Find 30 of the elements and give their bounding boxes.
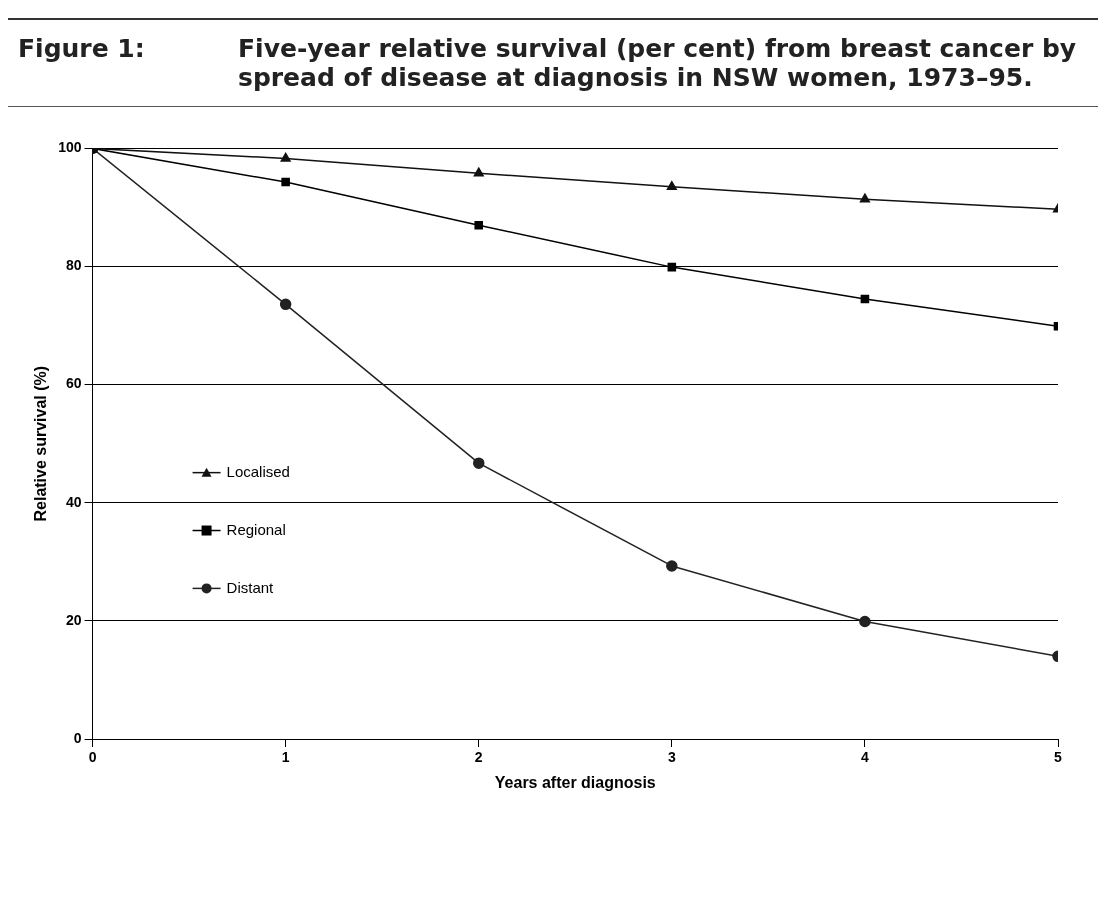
y-tick-label: 100 — [58, 139, 82, 156]
y-tick-label: 0 — [73, 729, 82, 746]
y-tick-label: 60 — [65, 375, 82, 392]
point — [279, 298, 292, 311]
y-tick-label: 80 — [65, 257, 82, 274]
point — [473, 167, 484, 177]
point — [667, 262, 677, 272]
chart-title: Figure 1: Five-year relative survival (per cent) from breast cancer by spread of disease at diagnosis in NSW women, 1973–95. — [18, 34, 1077, 92]
legend-label: Localised — [226, 462, 290, 480]
legend-label: Regional — [226, 520, 286, 538]
point — [666, 181, 677, 191]
point — [666, 560, 678, 572]
x-axis-title: Years after diagnosis — [494, 773, 656, 791]
x-tick-label: 5 — [1054, 749, 1063, 766]
legend-label: Distant — [226, 578, 275, 596]
point — [860, 294, 870, 304]
y-tick-label: 40 — [65, 493, 82, 510]
point — [280, 152, 291, 162]
point — [859, 615, 871, 628]
y-tick-label: 20 — [65, 611, 82, 628]
x-tick-label: 1 — [281, 749, 290, 766]
x-tick-label: 4 — [861, 749, 870, 766]
point — [281, 177, 290, 187]
x-tick-label: 0 — [88, 749, 97, 766]
x-tick-label: 3 — [667, 749, 676, 766]
point — [474, 220, 484, 230]
point — [859, 193, 870, 203]
point — [472, 457, 485, 469]
x-tick-label: 2 — [474, 749, 483, 766]
y-axis-title: Relative survival (%) — [32, 365, 50, 522]
